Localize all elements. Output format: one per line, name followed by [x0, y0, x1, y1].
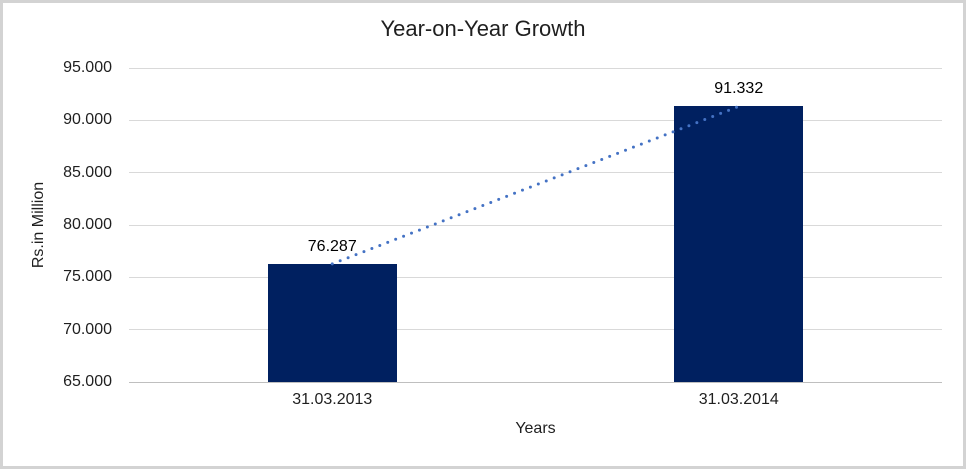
y-tick-label: 70.000: [63, 320, 112, 338]
bar-31.03.2013: [267, 263, 397, 382]
gridline: [129, 172, 942, 174]
x-category-label: 31.03.2013: [292, 391, 373, 408]
y-tick-label: 65.000: [63, 373, 112, 390]
bar-31.03.2014: [674, 106, 804, 382]
gridline: [129, 224, 942, 226]
bar-value-label: 91.332: [714, 80, 764, 98]
gridline: [129, 276, 942, 278]
x-axis-title: Years: [515, 420, 556, 437]
y-tick-label: 95.000: [63, 59, 112, 76]
gridline: [129, 119, 942, 121]
y-axis-title: Rs.in Million: [30, 181, 47, 269]
bar-value-label: 76.287: [307, 237, 357, 255]
y-tick-label: 85.000: [63, 163, 112, 181]
y-tick-label: 80.000: [63, 216, 112, 233]
chart-title: Year-on-Year Growth: [380, 16, 586, 41]
gridline: [129, 67, 942, 69]
x-category-label: 31.03.2014: [698, 391, 779, 408]
y-tick-label: 90.000: [63, 111, 112, 129]
x-axis-line: [129, 381, 942, 383]
gridline: [129, 329, 942, 331]
y-tick-label: 75.000: [63, 268, 112, 286]
